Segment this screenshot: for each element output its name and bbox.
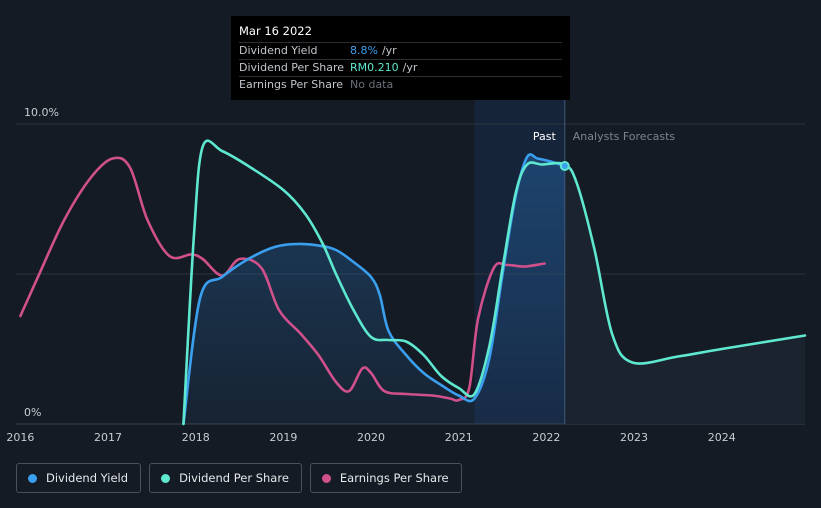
legend-label: Earnings Per Share — [339, 471, 449, 485]
x-axis-labels: 2016 2017 2018 2019 2020 2021 2022 2023 2024 — [6, 431, 735, 444]
x-tick-label: 2017 — [94, 431, 122, 444]
series-line-earnings-per-share — [19, 156, 546, 402]
tooltip-unit: /yr — [381, 44, 397, 57]
y-axis-labels: 10.0% 0% — [24, 106, 59, 419]
data-tooltip: Mar 16 2022 Dividend Yield 8.8% /yr Divi… — [231, 16, 570, 100]
series-area-dividend-yield — [183, 154, 565, 424]
tooltip-row-earnings-per-share: Earnings Per Share No data — [239, 76, 562, 93]
x-tick-label: 2022 — [532, 431, 560, 444]
past-label: Past — [533, 130, 557, 143]
x-tick-label: 2018 — [182, 431, 210, 444]
series-line-dividend-per-share — [182, 139, 807, 426]
legend-item-dividend-per-share[interactable]: Dividend Per Share — [149, 463, 302, 493]
tooltip-unit: /yr — [402, 61, 418, 74]
series-lines — [19, 139, 807, 426]
x-tick-label: 2023 — [620, 431, 648, 444]
forecast-label: Analysts Forecasts — [573, 130, 676, 143]
x-tick-label: 2019 — [269, 431, 297, 444]
tooltip-date: Mar 16 2022 — [239, 24, 312, 38]
hover-marker[interactable] — [559, 161, 570, 171]
legend-label: Dividend Per Share — [179, 471, 289, 485]
legend-dot-icon — [28, 473, 37, 483]
tooltip-label: Dividend Yield — [239, 44, 318, 57]
tooltip-label: Dividend Per Share — [239, 61, 345, 74]
tooltip-value: No data — [350, 78, 394, 91]
legend-dot-icon — [321, 473, 331, 483]
x-tick-label: 2024 — [708, 431, 736, 444]
legend-item-dividend-yield[interactable]: Dividend Yield — [16, 463, 142, 493]
x-tick-label: 2020 — [357, 431, 385, 444]
tooltip-value: RM0.210 — [350, 61, 399, 74]
tooltip-label: Earnings Per Share — [239, 78, 344, 91]
x-tick-label: 2016 — [6, 431, 34, 444]
y-tick-label: 0% — [24, 406, 41, 419]
forecast-area — [564, 164, 805, 424]
tooltip-row-dividend-per-share: Dividend Per Share RM0.210 /yr — [239, 59, 562, 76]
chart-legend: Dividend Yield Dividend Per Share Earnin… — [16, 463, 470, 493]
x-tick-label: 2021 — [445, 431, 473, 444]
y-tick-label: 10.0% — [24, 106, 59, 119]
legend-dot-icon — [161, 473, 171, 483]
tooltip-row-dividend-yield: Dividend Yield 8.8% /yr — [239, 42, 562, 59]
legend-item-earnings-per-share[interactable]: Earnings Per Share — [309, 463, 462, 493]
legend-label: Dividend Yield — [46, 471, 129, 485]
tooltip-value: 8.8% — [350, 44, 378, 57]
